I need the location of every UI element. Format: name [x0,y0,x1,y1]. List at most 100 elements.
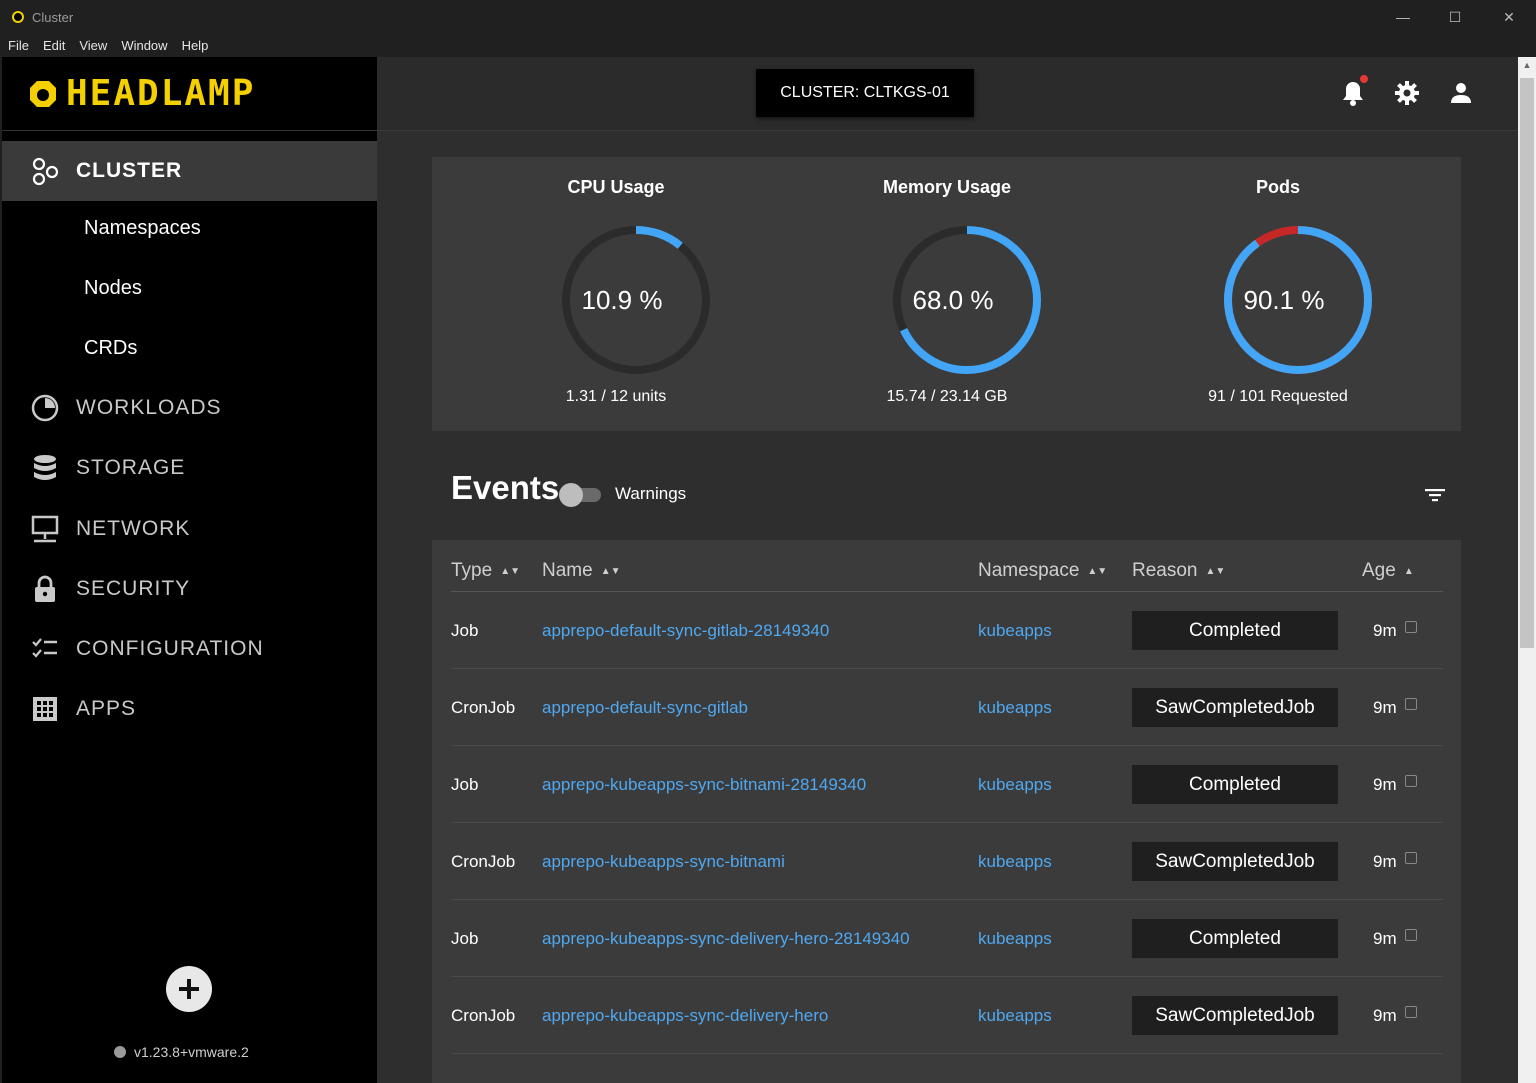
lock-icon [30,574,60,604]
gauge-subtitle: 1.31 / 12 units [565,388,667,405]
menu-help[interactable]: Help [181,37,209,53]
age-label: 9m [1373,774,1397,794]
version-info: v1.23.8+vmware.2 [114,1044,249,1060]
menu-window[interactable]: Window [121,37,168,53]
age-label: 9m [1373,1005,1397,1025]
warnings-label: Warnings [615,484,687,503]
user-menu-button[interactable] [1447,79,1475,107]
event-reason: SawCompletedJob [1132,842,1338,881]
calendar-icon [1404,697,1417,710]
column-header-reason[interactable]: Reason ▲▼ [1132,560,1225,582]
sidebar-item-cluster[interactable]: CLUSTER [2,141,377,201]
add-cluster-button[interactable] [166,966,212,1012]
gauge-subtitle: 91 / 101 Requested [1208,388,1348,405]
event-namespace-link[interactable]: kubeapps [978,1005,1052,1025]
scrollbar-thumb[interactable] [1520,78,1534,648]
title-bar: Cluster [0,0,1536,34]
memory-usage-gauge: Memory Usage 68.0 % 15.74 / 23.14 GB [782,157,1112,431]
calendar-icon [1404,774,1417,787]
table-row: Job apprepo-default-sync-gitlab-28149340… [451,592,1443,669]
sidebar-item-storage[interactable]: STORAGE [2,438,377,498]
sidebar-item-workloads[interactable]: WORKLOADS [2,378,377,438]
sidebar-item-security[interactable]: SECURITY [2,559,377,619]
table-row: CronJob apprepo-kubeapps-sync-delivery-h… [451,977,1443,1054]
event-age: 9m [1373,900,1417,977]
event-reason: SawCompletedJob [1132,996,1338,1035]
column-label: Type [451,560,493,581]
event-reason: Completed [1132,765,1338,804]
event-namespace-link[interactable]: kubeapps [978,697,1052,717]
event-type: CronJob [451,697,516,717]
event-type: Job [451,620,479,640]
sidebar-item-configuration[interactable]: CONFIGURATION [2,619,377,679]
gauge-subtitle: 15.74 / 23.14 GB [886,388,1008,405]
settings-button[interactable] [1393,79,1421,107]
sidebar-subitem-namespaces[interactable]: Namespaces [84,216,201,239]
version-label: v1.23.8+vmware.2 [134,1044,249,1060]
table-row: CronJob apprepo-default-sync-gitlab kube… [451,669,1443,746]
events-title: Events [451,469,560,506]
notification-badge [1360,75,1368,83]
logo[interactable]: HEADLAMP [2,57,377,131]
gauge-value: 68.0 % [912,285,994,315]
menu-bar: File Edit View Window Help [0,34,1536,56]
cpu-usage-gauge: CPU Usage 10.9 % 1.31 / 12 units [451,157,781,431]
minimize-button[interactable]: — [1396,9,1410,25]
sidebar-item-label: APPS [76,697,137,720]
pods-ring [1224,226,1372,374]
sidebar-item-label: CONFIGURATION [76,637,264,660]
table-row: Job apprepo-kubeapps-sync-bitnami-281493… [451,746,1443,823]
event-age: 9m [1373,592,1417,669]
warnings-toggle[interactable] [559,483,583,507]
headlamp-logo-icon [30,80,56,107]
event-namespace-link[interactable]: kubeapps [978,620,1052,640]
column-header-age[interactable]: Age ▲ [1362,560,1414,582]
event-reason: Completed [1132,611,1338,650]
configuration-icon [30,634,60,664]
sidebar-subitem-nodes[interactable]: Nodes [84,276,142,299]
event-namespace-link[interactable]: kubeapps [978,851,1052,871]
event-reason: SawCompletedJob [1132,688,1338,727]
storage-icon [30,453,60,483]
sort-icon: ▲▼ [500,565,520,577]
event-name-link[interactable]: apprepo-default-sync-gitlab-28149340 [542,620,830,640]
gauge-value: 10.9 % [581,285,663,315]
filter-icon[interactable] [1423,485,1447,505]
event-name-link[interactable]: apprepo-kubeapps-sync-bitnami [542,851,785,871]
menu-file[interactable]: File [8,37,29,53]
user-icon [1451,83,1471,103]
event-name-link[interactable]: apprepo-kubeapps-sync-delivery-hero [542,1005,829,1025]
menu-edit[interactable]: Edit [42,37,66,53]
column-header-name[interactable]: Name ▲▼ [542,560,620,582]
column-label: Namespace [978,560,1080,581]
cluster-selector-button[interactable]: CLUSTER: CLTKGS-01 [756,69,974,117]
sort-icon: ▲▼ [1205,565,1226,577]
age-label: 9m [1373,697,1397,717]
event-age: 9m [1373,977,1417,1054]
sidebar-item-network[interactable]: NETWORK [2,499,377,559]
sidebar-subitem-crds[interactable]: CRDs [84,336,138,359]
menu-view[interactable]: View [79,37,108,53]
column-header-type[interactable]: Type ▲▼ [451,560,520,582]
gauge-title: Memory Usage [882,177,1012,197]
event-name-link[interactable]: apprepo-default-sync-gitlab [542,697,749,717]
event-type: CronJob [451,1005,516,1025]
notifications-button[interactable] [1339,79,1367,107]
event-namespace-link[interactable]: kubeapps [978,928,1052,948]
scroll-up-arrow[interactable]: ▲ [1522,60,1532,70]
column-label: Age [1362,560,1396,581]
column-label: Reason [1132,560,1198,581]
sidebar-item-apps[interactable]: APPS [2,679,377,739]
column-header-namespace[interactable]: Namespace ▲▼ [978,560,1107,582]
event-namespace-link[interactable]: kubeapps [978,774,1052,794]
event-name-link[interactable]: apprepo-kubeapps-sync-delivery-hero-2814… [542,928,910,948]
logo-text: HEADLAMP [66,73,256,114]
event-age: 9m [1373,669,1417,746]
column-label: Name [542,560,593,581]
sidebar-item-label: STORAGE [76,456,186,479]
window-title: Cluster [32,9,74,25]
memory-ring [893,226,1041,374]
close-button[interactable]: ✕ [1503,8,1515,25]
event-name-link[interactable]: apprepo-kubeapps-sync-bitnami-28149340 [542,774,867,794]
maximize-button[interactable]: ☐ [1448,8,1462,25]
